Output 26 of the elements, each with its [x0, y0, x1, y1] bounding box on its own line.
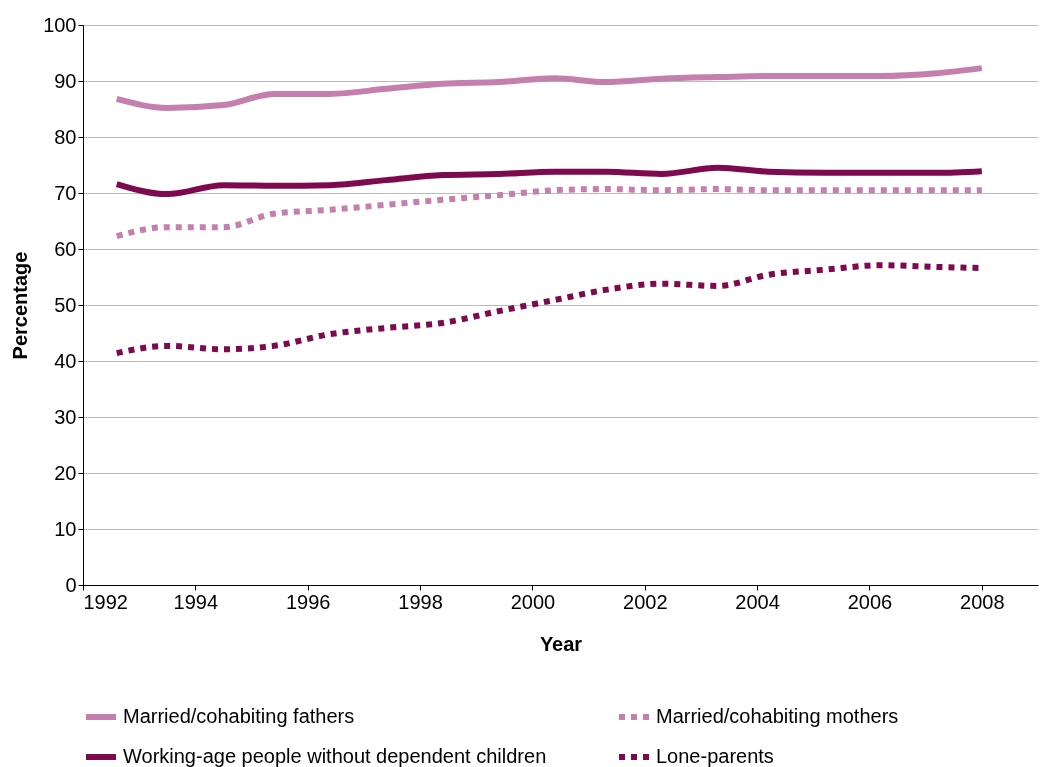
legend-label: Working-age people without dependent children	[123, 745, 547, 767]
x-axis-title: Year	[539, 632, 583, 655]
y-tick-label: 70	[54, 181, 77, 204]
y-axis-title: Percentage	[9, 251, 32, 360]
x-tick-label: 1996	[285, 590, 331, 613]
y-tick-label: 100	[43, 13, 77, 36]
x-tick-label: 2004	[735, 590, 780, 613]
y-tick-label: 30	[54, 405, 77, 428]
x-tick-label: 1994	[173, 590, 219, 613]
x-tick-label: 2000	[510, 590, 556, 613]
y-tick-label: 10	[54, 517, 77, 540]
y-tick-label: 40	[54, 349, 77, 372]
legend-label: Lone-parents	[656, 745, 774, 767]
y-tick-label: 60	[54, 237, 77, 260]
x-tick-label: 2006	[847, 590, 893, 613]
x-tick-label: 2002	[623, 590, 668, 613]
y-tick-label: 50	[54, 293, 77, 316]
y-tick-label: 20	[54, 461, 77, 484]
legend-label: Married/cohabiting mothers	[656, 705, 899, 727]
y-tick-label: 0	[65, 573, 77, 596]
legend-label: Married/cohabiting fathers	[123, 705, 355, 727]
y-tick-label: 90	[54, 69, 77, 92]
x-tick-label: 1998	[398, 590, 443, 613]
x-tick-label: 1992	[83, 590, 128, 613]
y-tick-label: 80	[54, 125, 77, 148]
x-tick-label: 2008	[960, 590, 1005, 613]
